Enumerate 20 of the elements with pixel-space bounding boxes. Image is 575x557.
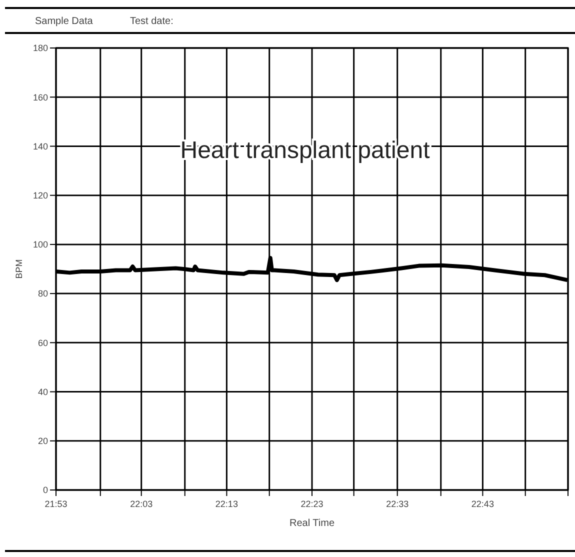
y-tick-label: 80	[38, 288, 48, 299]
text: Test date:	[130, 16, 174, 27]
y-tick-label: 40	[38, 386, 48, 397]
y-tick-label: 100	[32, 240, 48, 250]
x-tick-label: 22:43	[471, 499, 494, 509]
x-tick-label: 22:13	[215, 499, 238, 509]
y-tick-label: 20	[38, 436, 48, 446]
y-tick-label: 140	[32, 141, 48, 152]
y-tick-label: 180	[32, 43, 48, 54]
x-axis-title: Real Time	[289, 518, 335, 529]
y-axis-title: BPM	[14, 259, 24, 279]
x-tick-label: 22:23	[300, 499, 324, 509]
y-tick-label: 60	[38, 338, 48, 348]
y-tick-label: 160	[32, 92, 48, 102]
text: Sample Data	[35, 16, 94, 27]
x-tick-label: 21:53	[44, 499, 68, 509]
x-tick-label: 22:33	[386, 499, 409, 509]
x-tick-label: 22:03	[130, 499, 153, 509]
y-tick-label: 120	[32, 190, 48, 200]
y-tick-label: 0	[42, 485, 48, 496]
